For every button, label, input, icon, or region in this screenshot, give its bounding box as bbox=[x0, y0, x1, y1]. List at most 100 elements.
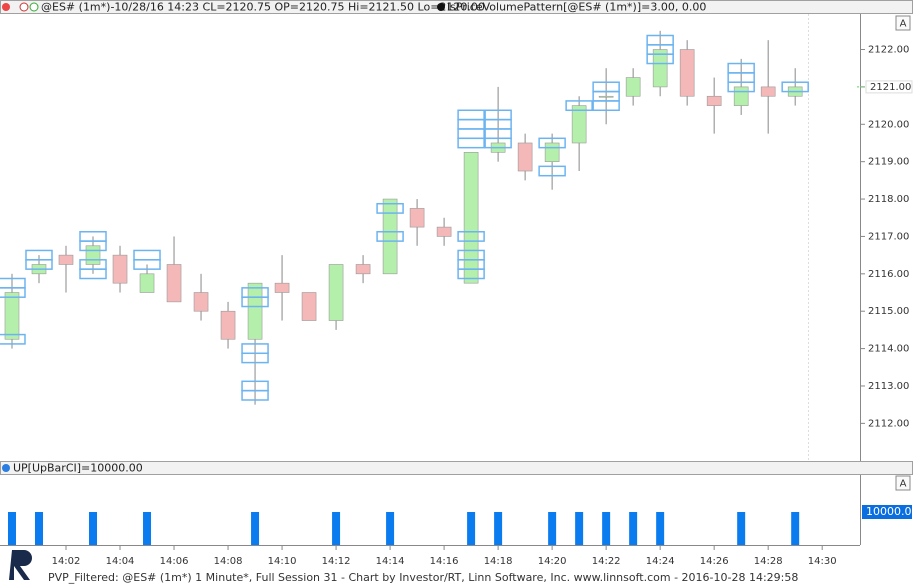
candle-body bbox=[409, 208, 425, 228]
pattern-box bbox=[457, 137, 485, 149]
pattern-box bbox=[376, 231, 404, 242]
pattern-box bbox=[241, 389, 269, 401]
last-price-box bbox=[865, 80, 913, 94]
dot bbox=[2, 464, 10, 472]
button-label[interactable]: A bbox=[900, 479, 907, 490]
pattern-box bbox=[538, 137, 566, 149]
candle-body bbox=[652, 49, 668, 88]
indicator-bar bbox=[656, 512, 665, 545]
panel-title: UP[UpBarCI]=10000.00 bbox=[13, 462, 143, 475]
indicator-bar bbox=[494, 512, 503, 545]
quote: @ES# (1m*)-10/28/16 14:23 CL=2120.75 OP=… bbox=[41, 1, 485, 14]
candle-body bbox=[706, 95, 722, 106]
pattern-box bbox=[565, 100, 593, 112]
candle-body bbox=[463, 152, 479, 284]
indicator-bar bbox=[7, 512, 16, 545]
y-tick-label: 2114.00 bbox=[868, 344, 909, 355]
x-tick-label: 14:02 bbox=[52, 556, 81, 567]
candle-body bbox=[85, 245, 101, 265]
candle-body bbox=[355, 264, 371, 275]
pattern-box bbox=[25, 259, 53, 270]
pattern-box bbox=[592, 100, 620, 112]
pattern-box bbox=[133, 259, 161, 270]
candle-body bbox=[517, 142, 533, 172]
y-tick-label: 2118.00 bbox=[868, 194, 909, 205]
y-tick-label: 2122.00 bbox=[868, 45, 909, 56]
pattern-box bbox=[538, 165, 566, 177]
last-value-box bbox=[862, 505, 912, 519]
candle-body bbox=[274, 282, 290, 293]
pattern-box bbox=[79, 268, 107, 280]
x-tick-label: 14:18 bbox=[484, 556, 513, 567]
pattern-box bbox=[0, 287, 26, 298]
x-tick-label: 14:06 bbox=[160, 556, 189, 567]
indicator-bar bbox=[548, 512, 557, 545]
candle-body bbox=[760, 86, 776, 97]
candle-body bbox=[220, 310, 236, 340]
close-dot[interactable] bbox=[2, 3, 10, 11]
indicator-bar bbox=[332, 512, 341, 545]
pattern-box bbox=[457, 231, 485, 242]
candle-body bbox=[679, 49, 695, 97]
x-tick-label: 14:14 bbox=[376, 556, 405, 567]
y-tick-label: 2115.00 bbox=[868, 306, 909, 317]
dot bbox=[437, 3, 445, 11]
study: lsPriceVolumePattern[@ES# (1m*)]=3.00, 0… bbox=[447, 1, 706, 14]
pattern-box bbox=[376, 202, 404, 214]
x-tick-label: 14:22 bbox=[592, 556, 621, 567]
pattern-box bbox=[484, 137, 512, 149]
candle-body bbox=[598, 95, 614, 98]
scale-button[interactable] bbox=[895, 15, 911, 31]
indicator-bar bbox=[251, 512, 260, 545]
y-tick-label: 2116.00 bbox=[868, 269, 909, 280]
indicator-bar bbox=[575, 512, 584, 545]
indicator-bar bbox=[602, 512, 611, 545]
pattern-box bbox=[241, 296, 269, 308]
logo-r bbox=[9, 550, 32, 580]
pattern-box bbox=[646, 53, 674, 65]
x-tick-label: 14:08 bbox=[214, 556, 243, 567]
footer: PVP_Filtered: @ES# (1m*) 1 Minute*, Full… bbox=[48, 571, 798, 584]
pattern-box bbox=[457, 268, 485, 280]
candle-body bbox=[544, 142, 560, 162]
x-tick-label: 14:26 bbox=[700, 556, 729, 567]
x-tick-label: 14:24 bbox=[646, 556, 675, 567]
candle-body bbox=[193, 292, 209, 312]
pattern-box bbox=[241, 352, 269, 364]
last-price-label: 2121.00 bbox=[870, 82, 911, 93]
indicator-bar bbox=[34, 512, 43, 545]
x-tick-label: 14:12 bbox=[322, 556, 351, 567]
candle-body bbox=[382, 198, 398, 275]
logo bbox=[8, 548, 38, 582]
candle-body bbox=[625, 77, 641, 97]
x-tick-label: 14:30 bbox=[808, 556, 837, 567]
indicator-bar bbox=[143, 512, 152, 545]
candle-body bbox=[571, 105, 587, 144]
candle-body bbox=[4, 292, 20, 340]
x-tick-label: 14:20 bbox=[538, 556, 567, 567]
indicator-bar bbox=[467, 512, 476, 545]
indicator-bar bbox=[629, 512, 638, 545]
indicator-bar bbox=[89, 512, 98, 545]
y-tick-label: 2117.00 bbox=[868, 231, 909, 242]
candle-body bbox=[733, 86, 749, 106]
button-label[interactable]: A bbox=[900, 19, 907, 30]
y-tick-label: 2119.00 bbox=[868, 157, 909, 168]
indicator-bar bbox=[791, 512, 800, 545]
candle-body bbox=[139, 273, 155, 293]
y-tick-label: 2113.00 bbox=[868, 381, 909, 392]
pattern-box bbox=[781, 81, 809, 93]
candle-body bbox=[436, 226, 452, 237]
y-tick-label: 2112.00 bbox=[868, 418, 909, 429]
y-tick-label: 2120.00 bbox=[868, 119, 909, 130]
x-tick-label: 14:28 bbox=[754, 556, 783, 567]
candle-body bbox=[58, 254, 74, 265]
x-tick-label: 14:04 bbox=[106, 556, 135, 567]
scale-button[interactable] bbox=[895, 475, 911, 491]
indicator-bar bbox=[737, 512, 746, 545]
x-tick-label: 14:10 bbox=[268, 556, 297, 567]
last-value-label: 10000.00 bbox=[866, 505, 913, 518]
pattern-box bbox=[0, 333, 26, 345]
